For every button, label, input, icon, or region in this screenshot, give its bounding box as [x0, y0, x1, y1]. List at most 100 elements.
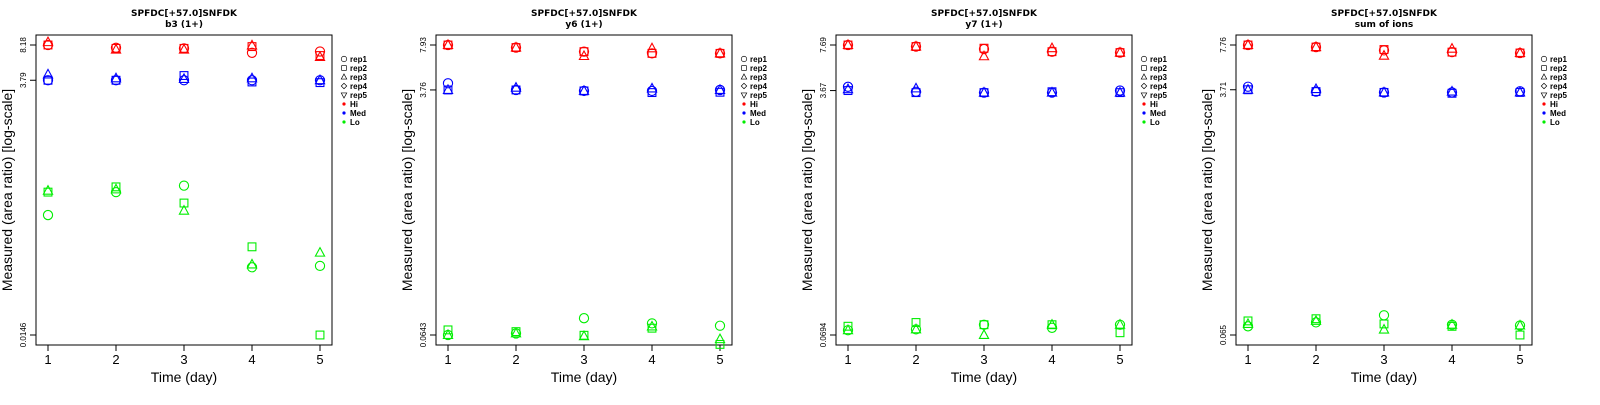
data-point	[647, 48, 657, 58]
y-tick-label: 7.93	[419, 37, 428, 53]
data-point	[1446, 42, 1458, 53]
data-point	[842, 38, 854, 50]
legend-label: rep1	[1550, 55, 1567, 64]
legend-diamond-icon	[1140, 82, 1148, 90]
legend-label: rep5	[1550, 91, 1567, 100]
data-point	[1310, 82, 1322, 94]
panel-title: SPFDC[+57.0]SNFDK	[1331, 9, 1438, 19]
legend-label: rep5	[350, 91, 367, 100]
legend-label: rep1	[750, 55, 767, 64]
x-tick-label: 5	[316, 352, 323, 367]
x-axis-title: Time (day)	[1351, 369, 1417, 385]
panel-subtitle: y7 (1+)	[965, 20, 1002, 30]
x-tick-label: 3	[980, 352, 987, 367]
y-tick-label: 3.76	[419, 82, 428, 98]
legend-label: rep3	[1150, 73, 1167, 82]
legend-triangle-up-icon	[340, 73, 348, 80]
legend-square-icon	[1541, 65, 1547, 71]
y-tick-label: 7.76	[1219, 37, 1228, 53]
data-point	[42, 184, 54, 195]
data-point	[842, 81, 854, 92]
data-point	[510, 41, 522, 52]
legend-label: rep5	[1150, 91, 1167, 100]
data-point	[646, 85, 658, 97]
data-point	[578, 330, 590, 341]
data-point	[442, 78, 454, 89]
data-point	[178, 72, 190, 83]
data-point	[510, 84, 522, 96]
legend-dot-icon	[1142, 120, 1146, 124]
legend-label: rep2	[1550, 64, 1567, 73]
panel-title: SPFDC[+57.0]SNFDK	[931, 9, 1038, 19]
legend-label: rep4	[1150, 82, 1167, 91]
data-point	[911, 318, 921, 327]
data-point	[1242, 317, 1254, 328]
x-tick-label: 2	[512, 352, 519, 367]
y-tick-label: 0.0643	[419, 322, 428, 347]
legend-dot-icon	[1142, 102, 1146, 106]
data-point	[442, 328, 454, 340]
data-point	[246, 39, 258, 50]
legend-dot-icon	[1542, 111, 1546, 115]
data-point	[110, 72, 122, 83]
data-point	[1114, 318, 1126, 329]
x-tick-label: 3	[180, 352, 187, 367]
legend-triangle-down-icon	[740, 92, 748, 99]
data-point	[842, 83, 854, 94]
legend-label: Hi	[350, 100, 358, 109]
legend-label: rep3	[750, 73, 767, 82]
legend-dot-icon	[1142, 111, 1146, 115]
legend-dot-icon	[742, 111, 746, 115]
legend-label: Med	[1150, 109, 1166, 118]
x-tick-label: 1	[1244, 352, 1251, 367]
legend-label: rep2	[1150, 64, 1167, 73]
data-point	[911, 88, 921, 98]
legend-label: Lo	[1550, 118, 1560, 127]
y-tick-label: 3.67	[819, 82, 828, 98]
legend-label: rep1	[1150, 55, 1167, 64]
y-tick-label: 0.0694	[819, 322, 828, 347]
data-point	[1310, 40, 1322, 52]
data-point	[314, 46, 326, 57]
data-point	[1379, 319, 1389, 329]
x-tick-label: 4	[248, 352, 255, 367]
x-tick-label: 1	[844, 352, 851, 367]
legend-triangle-up-icon	[1540, 73, 1548, 80]
legend-label: Med	[1550, 109, 1566, 118]
data-point	[1114, 86, 1126, 97]
x-tick-label: 2	[912, 352, 919, 367]
x-tick-label: 5	[1516, 352, 1523, 367]
data-point	[646, 320, 658, 331]
data-point	[1379, 45, 1389, 55]
data-point	[314, 50, 326, 61]
plot-frame	[435, 34, 733, 346]
legend-dot-icon	[742, 102, 746, 106]
x-tick-label: 4	[648, 352, 655, 367]
plot-frame	[1235, 34, 1533, 346]
data-point	[715, 339, 725, 349]
data-point	[179, 198, 189, 208]
data-point	[978, 50, 990, 61]
y-axis-title: Measured (area ratio) [log-scale]	[1199, 89, 1215, 291]
legend-label: rep2	[350, 64, 367, 73]
data-point	[1378, 323, 1390, 334]
data-point	[314, 246, 326, 257]
legend-dot-icon	[742, 120, 746, 124]
data-point	[1378, 310, 1390, 321]
legend-dot-icon	[342, 120, 346, 124]
data-point	[246, 262, 258, 273]
data-point	[978, 328, 990, 340]
data-point	[510, 327, 522, 338]
panel-title: SPFDC[+57.0]SNFDK	[131, 9, 238, 19]
y-tick-label: 7.69	[819, 37, 828, 53]
data-point	[1310, 317, 1322, 328]
legend-label: Lo	[350, 118, 360, 127]
legend-label: Hi	[1550, 100, 1558, 109]
legend-triangle-down-icon	[1140, 92, 1148, 99]
x-tick-label: 4	[1448, 352, 1455, 367]
